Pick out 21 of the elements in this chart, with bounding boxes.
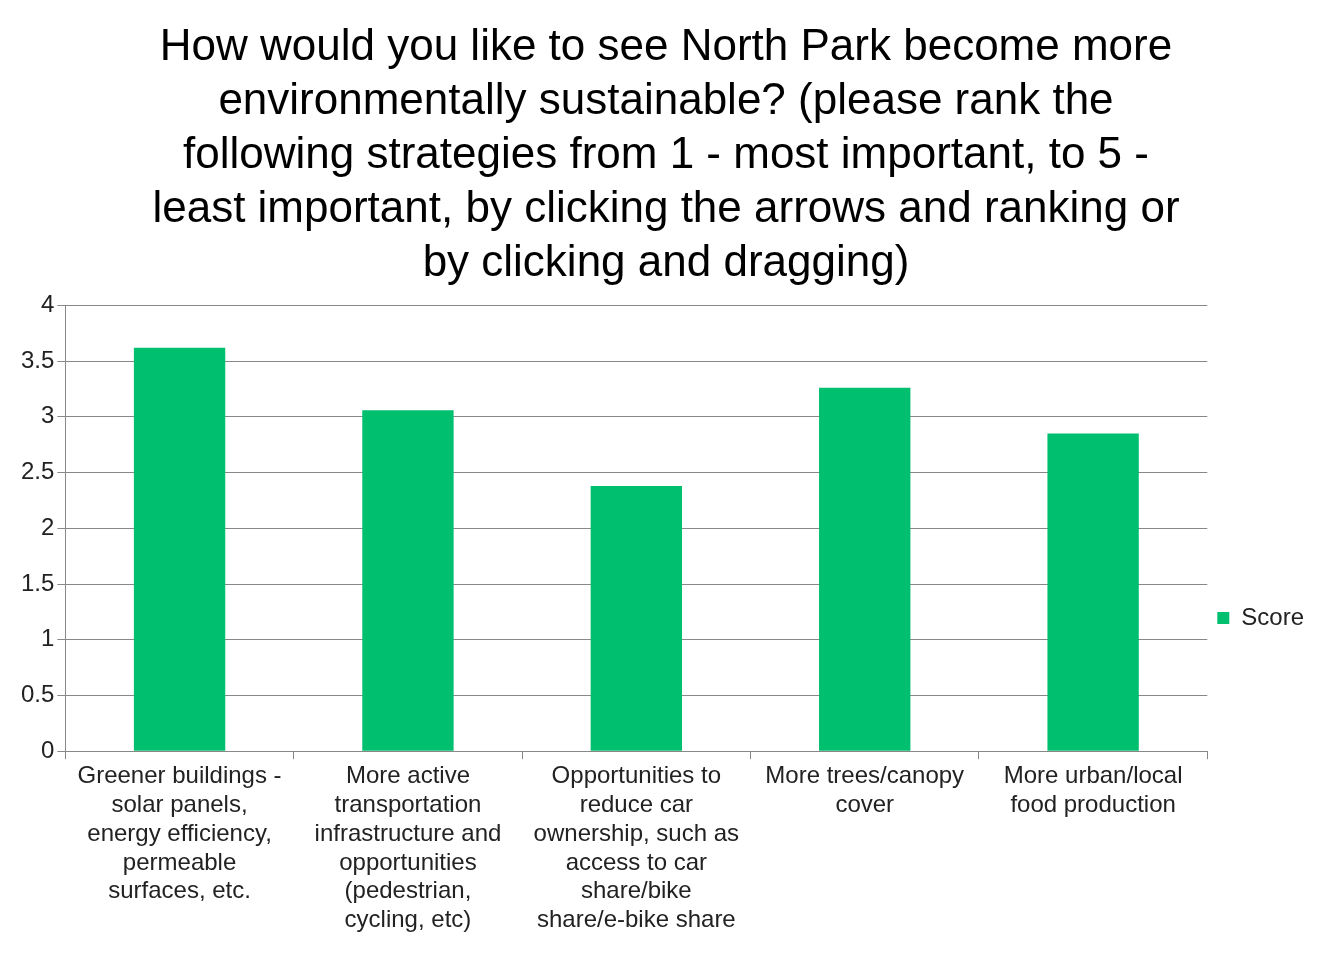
x-tick-label: Greener buildings - solar panels, energy efficiency, permeable surfaces, etc. [77, 761, 282, 904]
legend-label: Score [1241, 602, 1305, 630]
x-tick-label: More trees/canopy cover [765, 761, 965, 818]
x-tick-label: More urban/local food production [1003, 761, 1183, 818]
bar [590, 485, 683, 751]
y-tick-label: 3.5 [20, 345, 55, 373]
y-tick-label: 2.5 [20, 457, 55, 485]
y-tick-label: 0 [41, 735, 55, 763]
x-tick-label: More active transportation infrastructure and opportunities (pedestrian, cycling, etc) [314, 761, 502, 933]
chart-title: How would you like to see North Park become more environmentally sustainable? (please rank the following strategies from 1 - most important, to 5 - least important, by clicking the arrows and ranking or by clicking and dragging) [151, 19, 1181, 287]
bar [362, 410, 454, 751]
y-tick-label: 1 [41, 624, 55, 652]
y-tick-label: 1.5 [20, 568, 55, 596]
y-tick-label: 0.5 [20, 680, 55, 708]
y-tick-label: 2 [41, 512, 55, 540]
y-tick-label: 3 [41, 401, 55, 429]
y-tick-label: 4 [41, 290, 55, 318]
x-tick-label: Opportunities to reduce car ownership, such as access to car share/bike share/e-bike share [533, 761, 740, 933]
bar [819, 387, 911, 751]
bar [133, 347, 226, 751]
bar [1047, 433, 1139, 751]
